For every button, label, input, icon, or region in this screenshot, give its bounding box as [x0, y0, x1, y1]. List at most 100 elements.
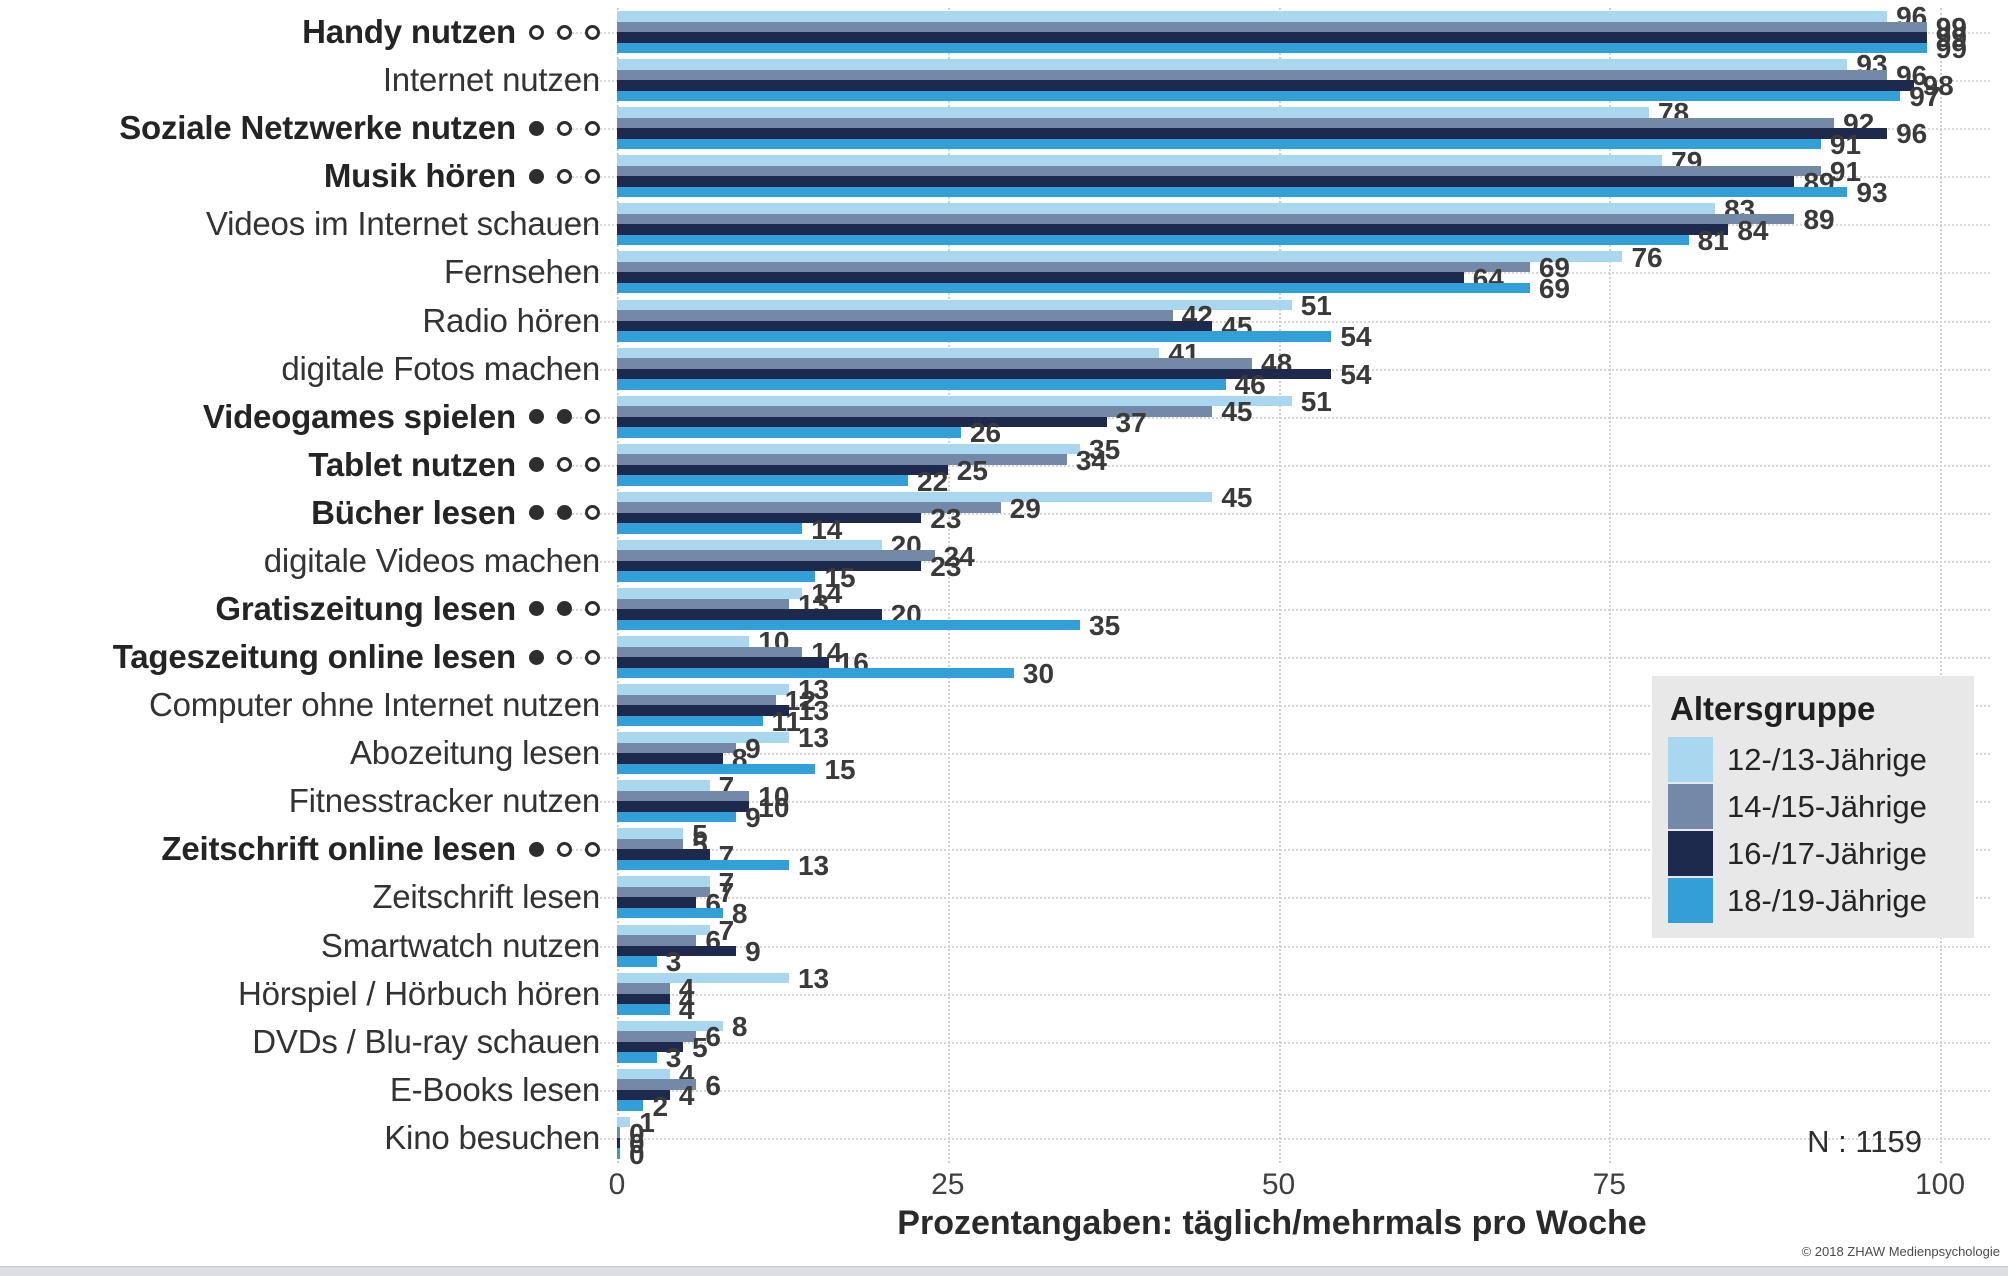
- legend-item-label: 16-/17-Jährige: [1727, 835, 1927, 871]
- gridline-horizontal: [555, 753, 1990, 756]
- gridline-vertical: [617, 8, 619, 1163]
- bar: [617, 983, 670, 994]
- bar: [617, 907, 723, 919]
- bar: [617, 876, 710, 887]
- value-label: 35: [1089, 609, 1121, 641]
- value-label: 11: [771, 705, 802, 737]
- category-row: Bücher lesen: [0, 489, 600, 537]
- value-label: 46: [1234, 369, 1266, 401]
- value-label: 51: [1300, 385, 1332, 417]
- x-axis-title: Prozentangaben: täglich/mehrmals pro Woc…: [897, 1204, 1647, 1242]
- category-row: Internet nutzen: [0, 56, 600, 104]
- value-label: 22: [917, 465, 949, 497]
- empty-dot-icon: [585, 24, 600, 40]
- bottom-window-strip: [0, 1266, 2008, 1276]
- gridline-vertical: [947, 8, 950, 1163]
- bar: [617, 186, 1848, 198]
- category-row: digitale Videos machen: [0, 537, 600, 585]
- bar: [617, 224, 1729, 235]
- x-tick-label: 0: [608, 1168, 626, 1201]
- category-label: Smartwatch nutzen: [320, 926, 600, 964]
- bar: [617, 993, 670, 1005]
- bar: [617, 523, 803, 534]
- category-label: Soziale Netzwerke nutzen: [119, 109, 516, 147]
- bar: [617, 636, 750, 647]
- value-label: 13: [797, 722, 830, 754]
- bar: [617, 475, 909, 486]
- empty-dot-icon: [585, 120, 600, 136]
- legend-swatch: [1668, 878, 1713, 923]
- gridline-horizontal: [555, 1089, 1990, 1092]
- bar: [617, 406, 1213, 417]
- value-label: 69: [1538, 252, 1571, 284]
- category-row: Kino besuchen: [0, 1114, 600, 1162]
- bar: [617, 42, 1927, 54]
- category-label: Gratiszeitung lesen: [215, 589, 516, 627]
- value-label: 24: [943, 540, 975, 572]
- bar: [617, 331, 1332, 342]
- bar: [617, 358, 1253, 369]
- legend-title: Altersgruppe: [1670, 690, 1876, 727]
- value-label: 7: [718, 877, 735, 909]
- gridline-horizontal: [555, 1137, 1990, 1140]
- bar: [617, 694, 776, 706]
- value-label: 4: [678, 983, 695, 1015]
- bar: [617, 454, 1067, 465]
- legend-item: 16-/17-Jährige: [1668, 830, 1958, 877]
- bar: [617, 684, 789, 695]
- bar: [617, 59, 1848, 70]
- filled-dot-icon: [529, 841, 544, 857]
- value-label: 15: [824, 753, 856, 785]
- value-label: 29: [1009, 492, 1041, 524]
- category-label: Radio hören: [422, 301, 600, 339]
- bar: [617, 1079, 697, 1090]
- empty-dot-icon: [585, 505, 600, 521]
- bar: [617, 657, 829, 668]
- category-label: Zeitschrift online lesen: [161, 830, 516, 868]
- category-row: Musik hören: [0, 152, 600, 200]
- bar: [617, 1020, 723, 1032]
- category-row: Tablet nutzen: [0, 441, 600, 489]
- category-row: Smartwatch nutzen: [0, 922, 600, 970]
- empty-dot-icon: [585, 601, 600, 617]
- filled-dot-icon: [529, 601, 544, 617]
- value-label: 13: [797, 674, 830, 706]
- category-row: Tageszeitung online lesen: [0, 633, 600, 681]
- value-label: 13: [797, 850, 830, 882]
- filled-dot-icon: [529, 120, 544, 136]
- value-label: 45: [1221, 396, 1253, 428]
- value-label: 96: [1896, 118, 1928, 150]
- filled-dot-icon: [529, 457, 544, 473]
- category-row: DVDs / Blu-ray schauen: [0, 1018, 600, 1066]
- bar: [617, 32, 1927, 43]
- filled-dot-icon: [529, 168, 544, 184]
- empty-dot-icon: [557, 457, 572, 473]
- category-label: Videos im Internet schauen: [205, 205, 600, 243]
- category-row: Videos im Internet schauen: [0, 200, 600, 248]
- gridline-vertical: [1278, 8, 1281, 1163]
- gridline-horizontal: [555, 464, 1990, 467]
- bar: [617, 598, 789, 609]
- value-label: 34: [1075, 444, 1107, 476]
- empty-dot-icon: [557, 120, 572, 136]
- gridline-vertical: [1940, 8, 1942, 1163]
- value-label: 5: [692, 1031, 708, 1063]
- value-label: 84: [1737, 214, 1769, 246]
- category-label: Zeitschrift lesen: [372, 878, 600, 916]
- value-label: 9: [745, 935, 761, 967]
- bar: [617, 251, 1623, 262]
- value-label: 99: [1935, 11, 1967, 43]
- gridline-vertical: [1609, 8, 1612, 1163]
- value-label: 7: [718, 914, 735, 946]
- category-label: Kino besuchen: [384, 1118, 600, 1156]
- filled-dot-icon: [529, 649, 544, 665]
- category-row: Zeitschrift lesen: [0, 873, 600, 921]
- empty-dot-icon: [557, 649, 572, 665]
- category-row: E-Books lesen: [0, 1066, 600, 1114]
- value-label: 9: [745, 732, 761, 764]
- gridline-horizontal: [555, 801, 1990, 804]
- bar: [617, 828, 684, 839]
- category-label: Internet nutzen: [382, 61, 600, 99]
- value-label: 10: [758, 791, 790, 823]
- bar: [617, 550, 935, 561]
